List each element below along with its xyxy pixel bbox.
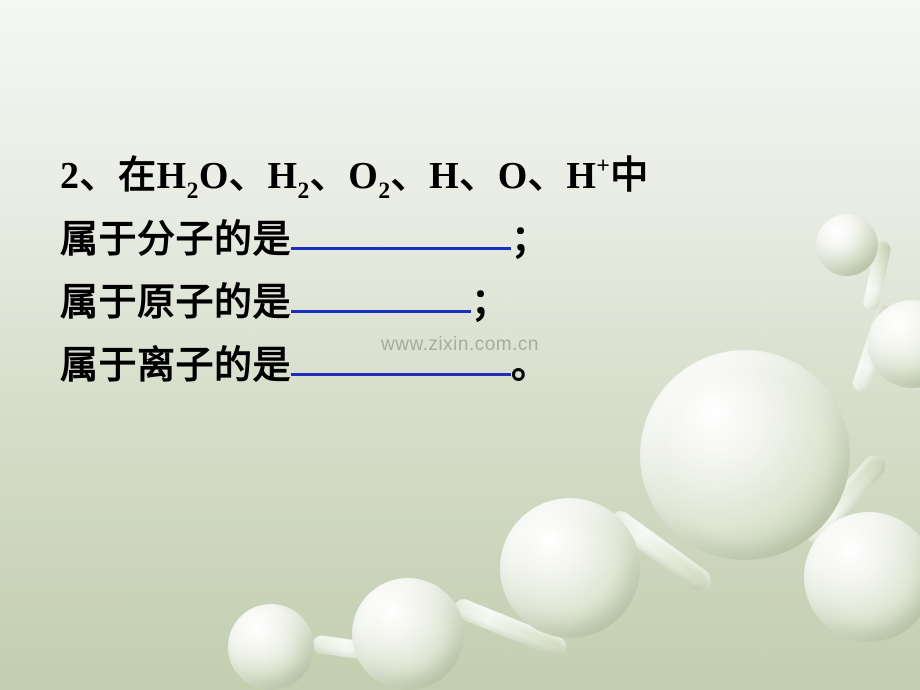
formula-h2-h: H — [267, 155, 297, 197]
question-line-1: 2、在H2O、H2、O2、H、O、H+中 — [60, 145, 820, 209]
separator: 、 — [391, 155, 430, 197]
molecule-ball — [500, 498, 640, 638]
question-number: 2、在 — [60, 155, 157, 197]
separator: 、 — [229, 155, 268, 197]
formula-hplus-h: H — [566, 155, 596, 197]
molecule-ball — [352, 578, 464, 690]
blank-ion — [291, 333, 511, 376]
separator: 、 — [528, 155, 567, 197]
molecule-ball — [816, 214, 878, 276]
slide: 2、在H2O、H2、O2、H、O、H+中 属于分子的是； 属于原子的是； 属于离… — [0, 0, 920, 690]
separator: 、 — [459, 155, 498, 197]
label-molecule: 属于分子的是 — [60, 219, 291, 261]
blank-molecule — [291, 208, 511, 251]
formula-h2o-h: H — [157, 155, 187, 197]
formula-h-atom: H — [429, 155, 459, 197]
formula-o-atom: O — [498, 155, 528, 197]
molecule-ball — [804, 512, 920, 642]
period: 。 — [511, 345, 550, 387]
question-tail: 中 — [610, 155, 649, 197]
formula-hplus-sup: + — [596, 153, 610, 179]
question-block: 2、在H2O、H2、O2、H、O、H+中 属于分子的是； 属于原子的是； 属于离… — [60, 145, 820, 398]
semicolon: ； — [511, 219, 550, 261]
label-ion: 属于离子的是 — [60, 345, 291, 387]
line-molecule: 属于分子的是 ； — [60, 209, 820, 272]
formula-h2o-sub: 2 — [187, 178, 199, 204]
line-ion: 属于离子的是 。 — [60, 335, 820, 398]
separator: 、 — [310, 155, 349, 197]
line-atom: 属于原子的是 ； — [60, 272, 820, 335]
molecule-ball — [228, 604, 314, 690]
formula-o2-o: O — [348, 155, 378, 197]
blank-atom — [291, 270, 471, 313]
formula-h2o-o: O — [199, 155, 229, 197]
formula-o2-sub: 2 — [378, 178, 390, 204]
semicolon: ； — [471, 282, 510, 324]
formula-h2-sub: 2 — [298, 178, 310, 204]
label-atom: 属于原子的是 — [60, 282, 291, 324]
